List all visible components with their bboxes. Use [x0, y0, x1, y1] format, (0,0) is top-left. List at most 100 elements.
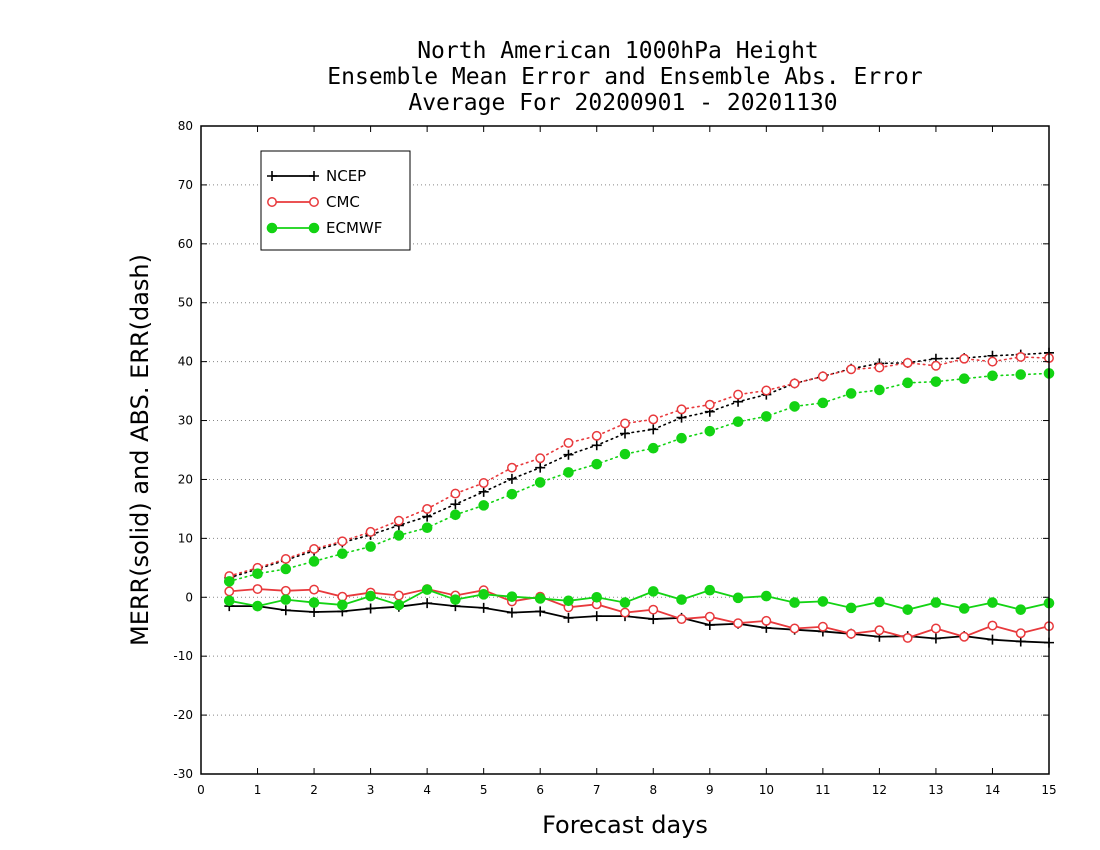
point-ecmwf-merr-25: [930, 597, 942, 608]
plot-frame: [200, 125, 1050, 775]
point-cmc-merr-21: [817, 621, 828, 632]
point-cmc-abs-err-27: [987, 356, 998, 367]
y-tick-label-10: 10: [178, 531, 193, 545]
point-ecmwf-abs-err-2: [280, 563, 292, 575]
x-tick-label-3: 3: [367, 783, 375, 797]
point-cmc-abs-err-20: [789, 378, 800, 389]
point-cmc-merr-14: [620, 607, 630, 618]
point-ecmwf-abs-err-17: [704, 425, 716, 437]
point-ecmwf-merr-22: [845, 602, 857, 614]
series-cmc: [224, 351, 1054, 643]
point-ecmwf-merr-15: [647, 586, 659, 597]
point-ncep-merr-13: [591, 611, 602, 622]
point-ecmwf-merr-9: [478, 589, 489, 600]
point-cmc-abs-err-19: [761, 385, 772, 396]
point-cmc-merr-26: [959, 631, 970, 642]
point-ecmwf-merr-16: [676, 594, 687, 605]
point-cmc-abs-err-12: [563, 437, 574, 448]
title-line-1: North American 1000hPa Height: [417, 38, 819, 64]
point-ecmwf-abs-err-12: [563, 467, 574, 478]
point-cmc-abs-err-9: [478, 478, 489, 488]
point-ecmwf-merr-3: [308, 597, 320, 608]
point-ecmwf-abs-err-18: [732, 416, 744, 428]
point-cmc-abs-err-4: [337, 536, 348, 547]
x-tick-label-10: 10: [759, 783, 774, 797]
point-ecmwf-merr-21: [817, 596, 829, 607]
point-ncep-merr-15: [648, 614, 659, 625]
point-ecmwf-merr-0: [223, 595, 235, 607]
series-ecmwf: [223, 368, 1055, 615]
y-tick-label-40: 40: [178, 355, 193, 369]
title-line-2: Ensemble Mean Error and Ensemble Abs. Er…: [327, 64, 922, 90]
point-ncep-abs-err-11: [535, 462, 546, 473]
point-ecmwf-abs-err-22: [845, 388, 857, 399]
point-ncep-merr-7: [422, 598, 433, 609]
x-tick-label-1: 1: [254, 783, 262, 797]
point-ecmwf-merr-14: [619, 597, 631, 608]
legend-entry-ecmwf: ECMWF: [266, 219, 382, 237]
x-tick-label-4: 4: [423, 783, 431, 797]
point-ecmwf-abs-err-3: [308, 556, 320, 567]
point-ncep-merr-25: [930, 633, 941, 644]
legend-marker-right-ncep: [309, 171, 319, 181]
point-ncep-merr-3: [309, 607, 320, 617]
point-ecmwf-merr-26: [958, 603, 970, 614]
point-cmc-merr-15: [648, 604, 659, 615]
point-ncep-abs-err-15: [648, 424, 659, 435]
point-ecmwf-abs-err-6: [393, 530, 405, 541]
legend-marker-left-cmc: [267, 197, 277, 207]
point-ecmwf-merr-11: [534, 593, 546, 604]
point-cmc-merr-20: [789, 623, 800, 634]
point-ncep-merr-11: [535, 606, 546, 617]
legend-box: [260, 150, 411, 251]
point-ecmwf-abs-err-1: [252, 568, 263, 580]
point-ncep-merr-27: [987, 634, 998, 645]
point-ecmwf-abs-err-11: [534, 477, 546, 488]
legend-label-ecmwf: ECMWF: [326, 219, 382, 237]
y-tick-label--20: -20: [173, 708, 193, 722]
point-ecmwf-merr-24: [902, 604, 913, 615]
y-axis-label: MERR(solid) and ABS. ERR(dash): [126, 254, 154, 646]
point-ecmwf-abs-err-4: [337, 548, 348, 559]
point-ecmwf-merr-10: [506, 591, 518, 602]
point-ecmwf-merr-4: [337, 599, 348, 611]
y-tick-label--30: -30: [173, 767, 193, 781]
point-cmc-abs-err-16: [676, 404, 687, 415]
x-tick-label-13: 13: [928, 783, 943, 797]
point-ecmwf-merr-18: [732, 592, 744, 604]
y-tick-label-80: 80: [178, 119, 193, 133]
point-ncep-abs-err-8: [450, 499, 461, 510]
series-cmc-abs-err-line: [228, 356, 1050, 577]
point-ecmwf-abs-err-19: [761, 411, 772, 422]
point-cmc-abs-err-3: [309, 544, 320, 554]
point-ncep-abs-err-13: [591, 440, 602, 451]
point-cmc-abs-err-2: [280, 554, 291, 564]
series-ncep-merr-line: [229, 602, 1050, 644]
point-cmc-abs-err-11: [535, 453, 546, 464]
point-cmc-abs-err-13: [591, 430, 602, 441]
legend-entry-cmc: CMC: [267, 193, 360, 211]
y-axis-ticks: -30 -20 -10 0 10 20 30 40 50 60 70 80: [173, 119, 1049, 781]
legend: NCEP CMC ECMWF: [260, 150, 411, 251]
point-cmc-merr-16: [676, 614, 687, 625]
point-ecmwf-merr-23: [874, 596, 885, 608]
point-cmc-merr-19: [761, 615, 772, 626]
point-ecmwf-merr-8: [450, 594, 461, 605]
point-cmc-merr-27: [987, 620, 998, 631]
y-tick-label-60: 60: [178, 237, 193, 251]
point-ecmwf-merr-19: [761, 590, 772, 602]
point-cmc-abs-err-25: [930, 360, 941, 371]
point-cmc-abs-err-5: [365, 526, 376, 537]
point-cmc-merr-25: [930, 623, 941, 634]
point-ecmwf-merr-17: [704, 584, 716, 596]
point-ncep-merr-2: [280, 605, 291, 616]
point-cmc-merr-0: [224, 586, 235, 597]
point-cmc-merr-22: [846, 628, 857, 639]
point-cmc-abs-err-23: [874, 362, 885, 373]
point-ecmwf-merr-7: [421, 584, 433, 595]
legend-label-cmc: CMC: [326, 193, 360, 211]
point-ecmwf-abs-err-9: [478, 500, 489, 511]
point-ecmwf-abs-err-14: [619, 448, 631, 460]
y-tick-label-70: 70: [178, 178, 193, 192]
legend-marker-left-ecmwf: [266, 222, 278, 234]
